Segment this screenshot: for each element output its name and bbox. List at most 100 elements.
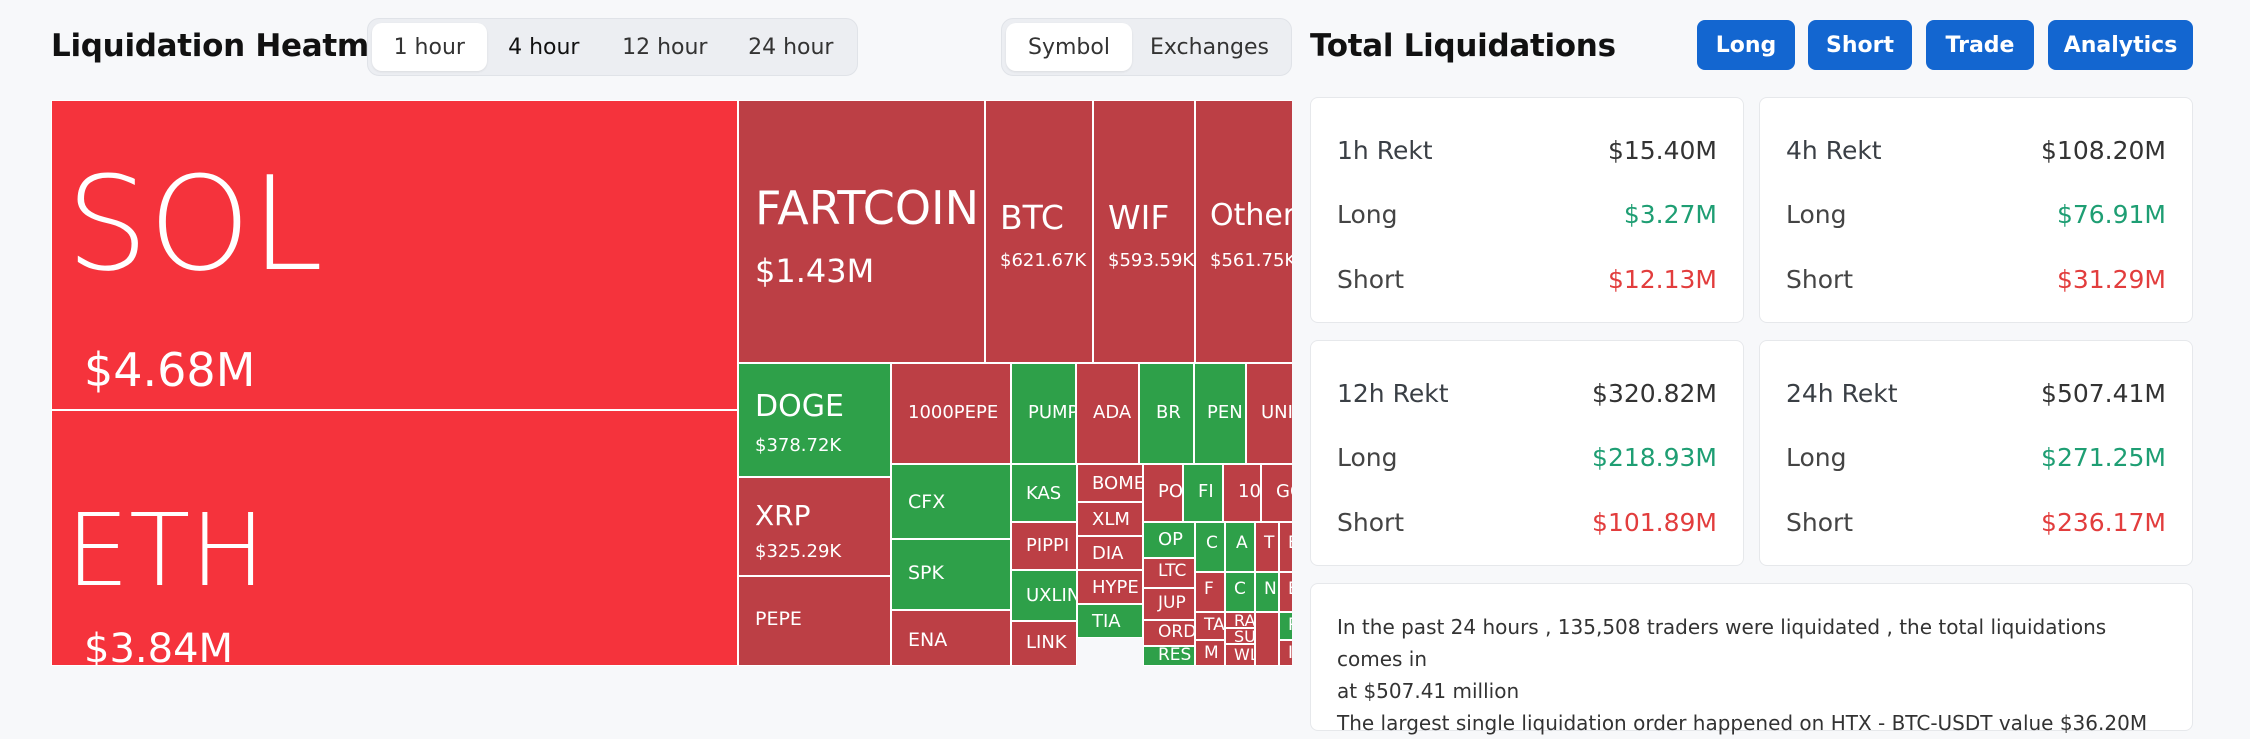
heatmap-tile[interactable]: JUP [1143, 588, 1195, 620]
heatmap-tile[interactable]: SU [1225, 628, 1255, 644]
heatmap-tile[interactable]: PEPE [738, 576, 891, 666]
tab-1-hour[interactable]: 1 hour [372, 23, 487, 71]
short-value: $31.29M [2056, 265, 2166, 294]
heatmap-tile[interactable]: 10 [1223, 464, 1261, 522]
heatmap-tile[interactable]: C [1225, 572, 1255, 612]
tab-4-hour[interactable]: 4 hour [508, 34, 580, 60]
heatmap-tile[interactable]: PO [1143, 464, 1183, 522]
tile-symbol: FARTCOIN [755, 181, 980, 235]
heatmap-tile[interactable]: FI [1183, 464, 1223, 522]
heatmap-tile[interactable]: RES [1143, 646, 1195, 666]
heatmap-tile[interactable]: F [1195, 572, 1225, 612]
tile-symbol: N [1264, 579, 1277, 599]
heatmap-tile[interactable]: RA [1225, 612, 1255, 628]
heatmap-tile[interactable]: ADA [1076, 363, 1139, 464]
heatmap-tile[interactable]: DIA [1077, 536, 1143, 570]
heatmap-tile[interactable]: ENA [891, 610, 1011, 666]
tile-symbol: JUP [1158, 593, 1186, 613]
heatmap-tile[interactable]: LTC [1143, 558, 1195, 588]
tile-symbol: ADA [1093, 402, 1132, 423]
heatmap-tile[interactable]: BTC $621.67K [985, 100, 1093, 363]
analytics-button[interactable]: Analytics [2048, 20, 2193, 70]
heatmap-tile[interactable]: WL [1225, 644, 1255, 666]
heatmap-tile[interactable]: DOGE $378.72K [738, 363, 891, 477]
tile-symbol: PUMP [1028, 402, 1076, 423]
rekt-card-12h: 12h Rekt $320.82M Long $218.93M Short $1… [1310, 340, 1744, 566]
tile-value: $621.67K [1000, 250, 1087, 271]
tile-symbol: CFX [908, 491, 946, 513]
tab-24-hour[interactable]: 24 hour [748, 34, 834, 60]
heatmap-tile[interactable]: P [1279, 612, 1292, 640]
short-label: Short [1337, 508, 1405, 537]
heatmap-tile[interactable]: KAS [1011, 464, 1077, 522]
heatmap-tile[interactable]: WIF $593.59K [1093, 100, 1195, 363]
heatmap-tile[interactable]: SOL $4.68M [51, 100, 738, 410]
tile-symbol: PIPPI [1026, 535, 1070, 556]
long-label: Long [1337, 200, 1398, 229]
heatmap-tile[interactable]: UNI [1246, 363, 1292, 464]
tile-symbol: P [1288, 617, 1292, 634]
heatmap-tile[interactable]: GO [1261, 464, 1292, 522]
tile-symbol: C [1206, 533, 1218, 553]
liquidation-heatmap: SOL $4.68M ETH $3.84M FARTCOIN $1.43M BTC $621.… [51, 100, 1292, 666]
short-button[interactable]: Short [1808, 20, 1912, 70]
heatmap-tile[interactable]: M [1195, 640, 1225, 666]
long-label: Long [1786, 443, 1847, 472]
heatmap-tile[interactable]: PEN [1194, 363, 1246, 464]
tile-symbol: C [1234, 579, 1246, 599]
long-button[interactable]: Long [1697, 20, 1795, 70]
short-row: Short $31.29M [1786, 265, 2166, 294]
heatmap-tile[interactable]: UXLIN [1011, 570, 1077, 621]
trade-button[interactable]: Trade [1926, 20, 2034, 70]
short-row: Short $236.17M [1786, 508, 2166, 537]
heatmap-tile[interactable]: BR [1139, 363, 1194, 464]
tile-symbol: XLM [1092, 509, 1130, 530]
long-row: Long $76.91M [1786, 200, 2166, 229]
heatmap-tile[interactable] [1255, 612, 1279, 666]
heatmap-tile[interactable]: T [1255, 522, 1279, 572]
time-range-tabs: 1 hour 4 hour 12 hour 24 hour [367, 18, 858, 76]
tile-symbol: T [1264, 533, 1275, 553]
heatmap-tile[interactable]: I [1279, 640, 1292, 666]
tab-symbol[interactable]: Symbol [1006, 23, 1132, 71]
heatmap-tile[interactable]: Others $561.75K [1195, 100, 1292, 363]
heatmap-title: Liquidation Heatmap [51, 28, 412, 64]
heatmap-tile[interactable]: N [1255, 572, 1279, 612]
tile-symbol: GO [1276, 481, 1292, 502]
tile-symbol: KAS [1026, 483, 1062, 504]
heatmap-tile[interactable]: PIPPI [1011, 522, 1077, 570]
tab-exchanges[interactable]: Exchanges [1150, 34, 1269, 60]
heatmap-tile[interactable]: LINK [1011, 621, 1077, 666]
heatmap-tile[interactable]: 1000PEPE [891, 363, 1011, 464]
heatmap-tile[interactable]: E [1279, 522, 1292, 572]
heatmap-tile[interactable]: HYPE [1077, 570, 1143, 604]
tab-12-hour[interactable]: 12 hour [622, 34, 708, 60]
tile-symbol: PEN [1207, 402, 1243, 423]
tile-symbol: OP [1158, 529, 1184, 550]
tile-value: $3.84M [84, 626, 234, 666]
heatmap-tile[interactable]: CFX [891, 464, 1011, 539]
heatmap-tile[interactable]: SPK [891, 539, 1011, 610]
heatmap-tile[interactable]: BOME [1077, 464, 1143, 502]
long-row: Long $271.25M [1786, 443, 2166, 472]
heatmap-tile[interactable]: E [1279, 572, 1292, 612]
heatmap-tile[interactable]: PUMP [1011, 363, 1076, 464]
tile-symbol: ENA [908, 629, 948, 651]
tile-symbol: E [1288, 581, 1292, 598]
heatmap-tile[interactable]: FARTCOIN $1.43M [738, 100, 985, 363]
heatmap-tile[interactable]: A [1225, 522, 1255, 572]
card-header: 4h Rekt $108.20M [1786, 136, 2166, 165]
long-label: Long [1337, 443, 1398, 472]
heatmap-tile[interactable]: TA [1195, 612, 1225, 640]
short-label: Short [1786, 508, 1854, 537]
heatmap-tile[interactable]: OP [1143, 522, 1195, 558]
tile-value: $1.43M [755, 252, 875, 290]
tile-symbol: SU [1234, 628, 1255, 644]
heatmap-tile[interactable]: XLM [1077, 502, 1143, 536]
heatmap-tile[interactable]: XRP $325.29K [738, 477, 891, 576]
heatmap-tile[interactable]: ETH $3.84M [51, 410, 738, 666]
heatmap-tile[interactable]: TIA [1077, 604, 1143, 638]
heatmap-tile[interactable]: C [1195, 522, 1225, 572]
heatmap-tile[interactable]: ORD [1143, 620, 1195, 646]
tile-value: $593.59K [1108, 250, 1195, 271]
